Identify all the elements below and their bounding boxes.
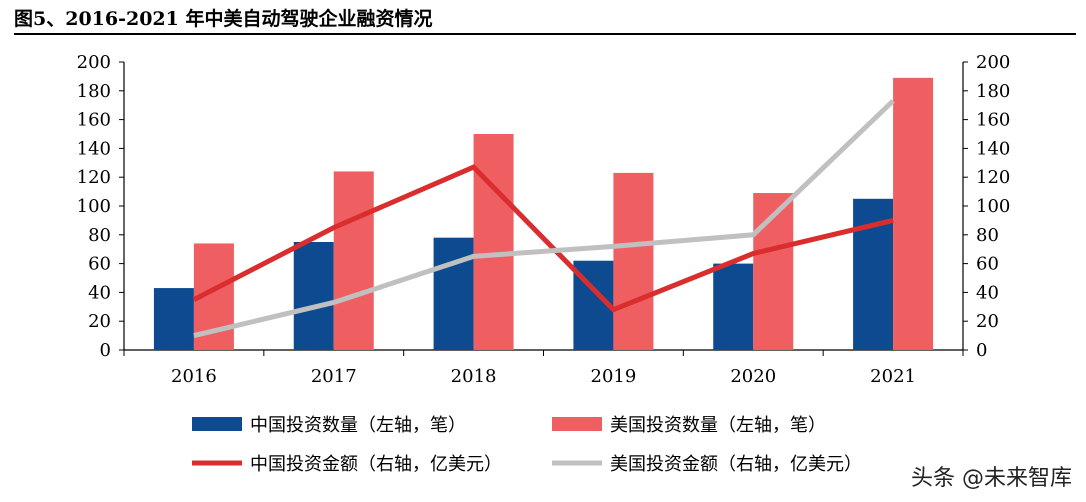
legend-label: 中国投资金额（右轴，亿美元）	[250, 454, 502, 475]
bar-china-count	[433, 237, 474, 350]
y-tick-label-right: 60	[976, 254, 999, 275]
bar-us-count	[893, 77, 934, 350]
y-tick-label-left: 160	[77, 110, 111, 131]
bar-china-count	[153, 288, 194, 350]
x-tick-label: 2019	[591, 366, 637, 387]
line-china-amount	[192, 164, 894, 313]
bar-us-count	[753, 193, 794, 350]
y-tick-label-left: 120	[77, 167, 111, 188]
y-tick-label-left: 40	[88, 282, 111, 303]
line-us-amount	[193, 99, 895, 339]
legend-swatch	[192, 417, 242, 431]
watermark: 头条 @未来智库	[911, 466, 1072, 491]
y-tick-label-right: 200	[976, 52, 1010, 73]
legend-label: 美国投资金额（右轴，亿美元）	[610, 454, 862, 475]
bar-us-count	[473, 134, 514, 350]
x-tick-label: 2018	[451, 366, 497, 387]
y-tick-label-left: 180	[77, 81, 111, 102]
bar-us-count	[613, 172, 654, 350]
x-tick-label: 2016	[171, 366, 217, 387]
y-tick-label-left: 0	[100, 340, 111, 361]
y-tick-label-left: 140	[77, 138, 111, 159]
y-tick-label-right: 120	[976, 167, 1010, 188]
legend-swatch	[552, 417, 602, 431]
y-tick-label-right: 180	[976, 81, 1010, 102]
bar-us-count	[333, 171, 374, 350]
y-tick-label-right: 140	[976, 138, 1010, 159]
y-tick-label-left: 80	[88, 225, 111, 246]
y-tick-label-left: 200	[77, 52, 111, 73]
legend-label: 美国投资数量（左轴，笔）	[610, 415, 826, 436]
y-tick-label-left: 100	[77, 196, 111, 217]
y-tick-label-right: 40	[976, 282, 999, 303]
x-tick-label: 2020	[730, 366, 776, 387]
x-tick-label: 2021	[870, 366, 916, 387]
x-tick-label: 2017	[311, 366, 357, 387]
bar-china-count	[293, 242, 334, 350]
y-tick-label-right: 0	[976, 340, 987, 361]
y-tick-label-right: 20	[976, 311, 999, 332]
y-tick-label-right: 100	[976, 196, 1010, 217]
bar-china-count	[713, 263, 754, 350]
y-tick-label-left: 20	[88, 311, 111, 332]
y-tick-label-left: 60	[88, 254, 111, 275]
chart-title: 图5、2016-2021 年中美自动驾驶企业融资情况	[14, 8, 433, 30]
title-divider	[14, 33, 1076, 35]
legend-label: 中国投资数量（左轴，笔）	[250, 415, 466, 436]
y-tick-label-right: 160	[976, 110, 1010, 131]
y-tick-label-right: 80	[976, 225, 999, 246]
